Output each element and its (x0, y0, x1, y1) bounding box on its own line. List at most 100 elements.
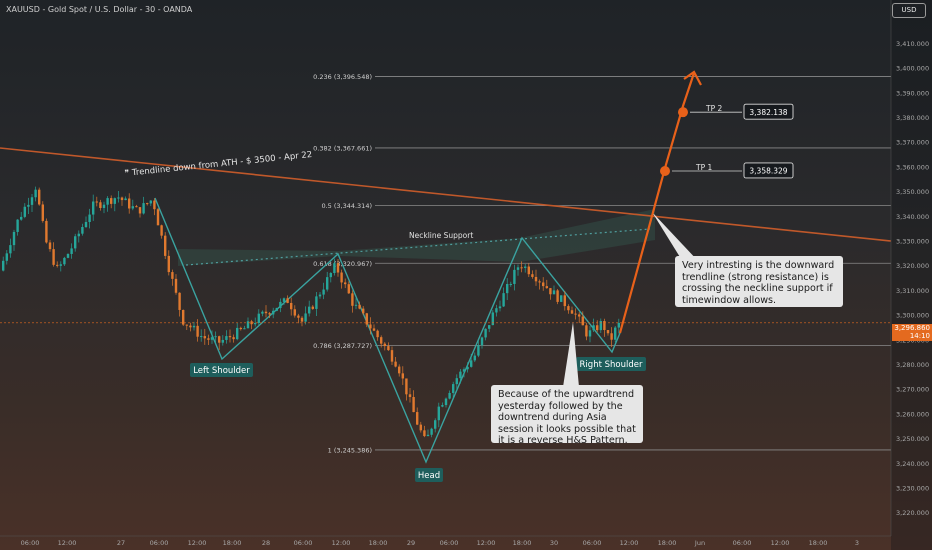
candle-body (473, 355, 476, 361)
candle-body (81, 227, 84, 234)
candle-body (174, 278, 178, 293)
candle-body (614, 327, 617, 340)
candle-body (462, 369, 466, 372)
candle-body (128, 198, 131, 209)
candle-body (538, 281, 541, 283)
time-axis[interactable]: 06:00 12:00 27 06:00 12:00 18:00 28 06:00 12:00 1… (0, 535, 891, 547)
candle-body (52, 249, 55, 265)
candle-body (27, 204, 30, 207)
candle-body (282, 298, 286, 302)
candle-body (30, 197, 34, 205)
resistance-note[interactable]: Very intresting is the downward trendlin… (675, 256, 843, 307)
candle-body (164, 235, 167, 256)
time-tick: 29 (407, 539, 415, 547)
candle-body (408, 394, 412, 397)
candle-body (279, 301, 282, 308)
price-tick: 3,240.000 (896, 460, 929, 468)
projection-arrowhead (683, 70, 702, 86)
hs-pattern-outline (154, 197, 621, 464)
candle-body (66, 253, 70, 258)
candle-body (41, 204, 44, 221)
candle-body (290, 302, 293, 310)
price-tick: 3,330.000 (896, 237, 929, 245)
candle-body (315, 296, 318, 309)
price-axis[interactable]: 3,410.000 3,400.000 3,390.000 3,380.000 3,37… (890, 0, 932, 550)
candle-body (56, 264, 59, 266)
candle-body (70, 248, 73, 254)
candle-body (470, 360, 473, 367)
candle-body (138, 207, 142, 214)
candle-body (117, 197, 120, 199)
price-tick: 3,220.000 (896, 509, 929, 517)
candle-body (99, 202, 102, 208)
pattern-label: Head (418, 471, 440, 481)
candle-body (581, 316, 584, 326)
candle-body (84, 222, 88, 228)
time-tick: 28 (262, 539, 270, 547)
price-tick: 3,390.000 (896, 89, 929, 97)
time-tick: 12:00 (620, 539, 639, 547)
candle-body (372, 328, 376, 331)
candle-body (146, 203, 149, 205)
time-tick: 18:00 (658, 539, 677, 547)
price-tick: 3,370.000 (896, 139, 929, 147)
candle-body (570, 310, 574, 314)
candle-body (441, 405, 444, 407)
pattern-label: Left Shoulder (193, 366, 250, 376)
candle-body (419, 424, 422, 431)
time-tick: 06:00 (294, 539, 313, 547)
candle-body (297, 315, 300, 318)
candle-body (534, 276, 538, 282)
current-price: 3,296.860 (894, 324, 930, 332)
candle-body (434, 420, 437, 429)
candle-body (77, 233, 80, 237)
pattern-note[interactable]: Because of the upwardtrend yesterday fol… (491, 385, 643, 446)
candle-body (149, 200, 152, 204)
candle-body (455, 378, 458, 385)
candle-body (380, 337, 383, 344)
fib-label: 0.786 (3,287.727) (313, 342, 372, 350)
candle-body (45, 220, 48, 243)
time-tick: 18:00 (369, 539, 388, 547)
candle-body (448, 392, 451, 399)
candle-body (524, 266, 527, 268)
candle-body (484, 328, 487, 338)
candle-body (20, 216, 23, 220)
target-dot (660, 165, 670, 176)
candle-body (491, 312, 494, 326)
candle-body (549, 288, 552, 295)
candle-body (502, 293, 505, 307)
candle-body (542, 282, 545, 287)
candle-body (9, 245, 12, 254)
time-tick: 06:00 (733, 539, 752, 547)
target-label: TP 1 (695, 163, 712, 172)
bar-countdown: 14:10 (909, 332, 930, 340)
pattern-label: Right Shoulder (580, 360, 643, 370)
fib-label: 1 (3,245.386) (328, 446, 372, 454)
candle-body (405, 378, 408, 395)
candle-body (477, 345, 480, 356)
candle-body (286, 298, 289, 303)
candle-body (92, 201, 95, 215)
candle-body (488, 325, 491, 329)
pattern-label-bg (415, 468, 443, 482)
candle-body (300, 317, 304, 322)
candle-body (351, 293, 354, 306)
currency-button[interactable]: USD (892, 3, 926, 18)
candle-body (610, 333, 613, 340)
candle-body (563, 295, 566, 307)
candle-body (153, 200, 156, 210)
candle-body (596, 325, 599, 331)
candle-body (264, 311, 268, 314)
candle-body (200, 336, 203, 338)
neckline-zone (178, 209, 655, 266)
candle-body (59, 264, 62, 266)
candle-body (185, 324, 188, 326)
target-value: 3,358.329 (749, 167, 787, 176)
candle-body (498, 306, 502, 309)
candle-body (246, 321, 250, 329)
pattern-label-bg (576, 357, 646, 371)
candle-body (221, 339, 224, 343)
candle-body (261, 311, 264, 314)
